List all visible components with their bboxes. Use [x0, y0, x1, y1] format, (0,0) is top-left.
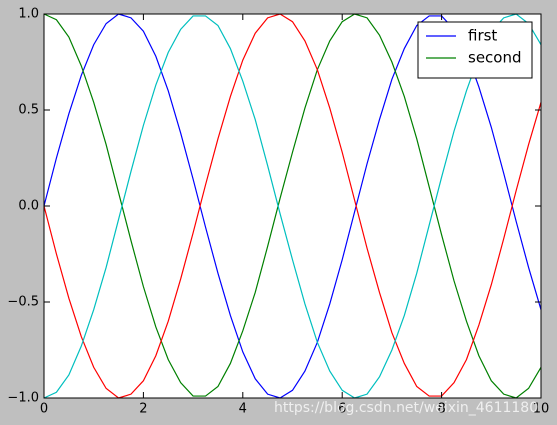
x-tick-label: 0	[40, 402, 48, 417]
y-tick-label: −1.0	[7, 391, 39, 406]
series-line	[43, 13, 542, 399]
series-line	[43, 13, 542, 399]
x-tick-label: 10	[533, 402, 550, 417]
series-line	[43, 13, 542, 399]
legend-label: first	[468, 27, 497, 45]
watermark: https://blog.csdn.net/weixin_4611180	[274, 400, 538, 416]
legend-box	[417, 21, 533, 79]
y-tick-label: 0.0	[18, 199, 39, 214]
x-tick-label: 4	[239, 402, 247, 417]
x-tick-label: 6	[338, 402, 346, 417]
x-tick-label: 2	[139, 402, 147, 417]
y-tick-label: 1.0	[18, 7, 39, 22]
y-tick-label: −0.5	[7, 295, 39, 310]
y-tick-label: 0.5	[18, 103, 39, 118]
legend-label: second	[468, 49, 522, 67]
x-tick-label: 8	[437, 402, 445, 417]
